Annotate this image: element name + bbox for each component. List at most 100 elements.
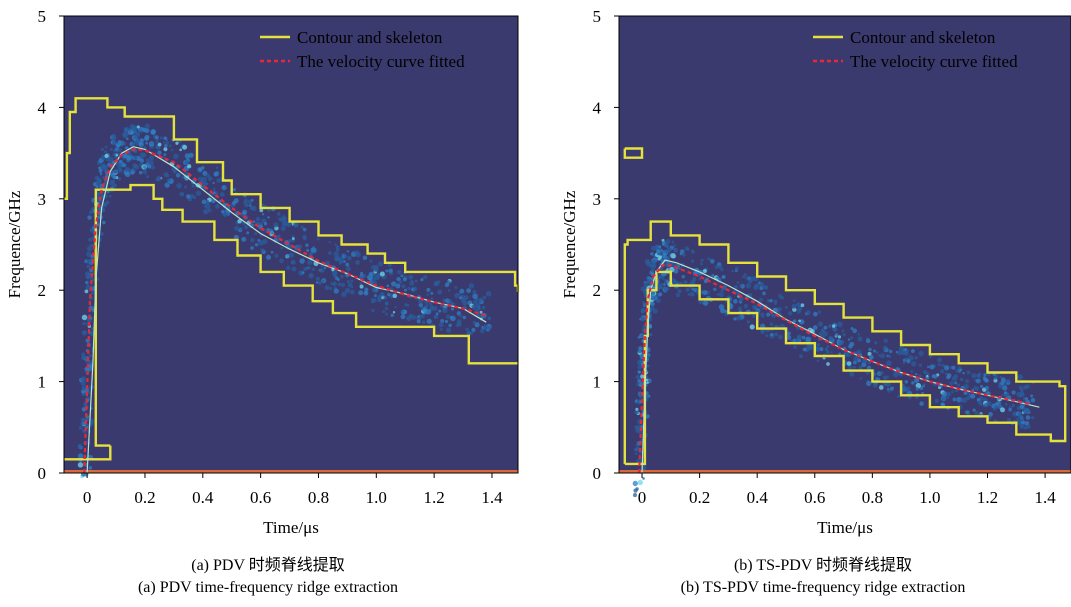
chart-b-speckle [956,383,961,387]
chart-a-speckle [379,291,385,297]
chart-b-speckle [634,452,638,456]
chart-b-speckle [659,285,664,290]
chart-b-speckle [889,386,894,391]
chart-a-speckle [438,309,442,313]
chart-a-speckle [487,316,492,321]
chart-a-speckle [310,247,317,253]
chart-a-speckle [88,354,92,358]
chart-b-speckle [664,272,667,276]
chart-a-speckle [462,315,467,320]
chart-a-speckle [126,137,129,140]
chart-a-speckle [459,294,465,300]
chart-a-speckle [447,289,451,292]
chart-b-speckle [1024,408,1030,414]
chart-a-speckle [306,248,310,252]
chart-b-speckle [1000,407,1005,413]
chart-b-speckle [1024,420,1030,426]
chart-b-speckle [826,345,830,349]
chart-b-speckle [769,299,773,303]
chart-b-speckle [954,381,958,385]
chart-b-speckle [824,347,828,351]
chart-b-speckle [633,488,638,493]
chart-a-speckle [288,252,295,258]
chart-panel-a: 0 0.2 0.4 0.6 0.8 1.0 1.2 1.4 0 1 2 3 4 5 Time/μs Frequ… [5,7,520,596]
chart-a-speckle [478,297,484,303]
chart-b-speckle [638,430,643,434]
chart-b-speckle [637,370,642,374]
chart-b-speckle [1026,424,1031,429]
chart-a-speckle [333,251,339,257]
chart-a-speckle [423,310,428,315]
chart-b-speckle [869,354,874,360]
chart-a-speckle [445,327,452,333]
chart-b-speckle [838,352,842,356]
chart-b-speckle [650,267,656,272]
chart-b-fitted-curve [638,264,1031,474]
chart-b-speckle [663,283,666,286]
chart-a-speckle [465,327,469,332]
chart-a-speckle [285,253,290,258]
chart-a-speckle [85,275,90,279]
chart-a-speckle [168,144,172,148]
chart-a-speckle [402,277,407,282]
chart-b-speckle [646,381,649,385]
chart-b-speckle [654,244,660,250]
chart-a-speckle [395,283,401,289]
chart-a-speckle [396,276,401,282]
chart-a-speckle [250,237,255,243]
chart-a-speckle [205,182,209,186]
chart-b-speckle [843,347,847,350]
chart-a-speckle [104,153,109,159]
chart-b-speckle [659,266,663,270]
chart-b-speckle [641,301,645,304]
chart-b-x-tick-label: 0.4 [747,488,769,507]
chart-b-speckle [1031,416,1035,420]
chart-b-speckle [831,324,836,328]
chart-a-speckle [102,220,106,225]
chart-b-speckle [682,253,686,257]
chart-b-speckle [802,347,807,352]
chart-a-speckle [98,169,103,173]
chart-a-speckle [84,403,87,407]
chart-b-series-0 [623,147,1067,474]
chart-a-speckle [81,407,87,412]
chart-b-speckle [906,359,911,364]
chart-a-speckle [172,169,177,174]
chart-a-speckle [148,160,154,166]
chart-b-speckle [692,277,697,282]
chart-b-speckle [893,371,899,378]
chart-b-speckle [650,245,656,251]
chart-b-speckle [658,284,661,287]
chart-a-speckle [99,231,104,237]
chart-a-speckle [184,153,191,159]
chart-a-speckle [204,204,207,208]
chart-b-speckle [759,297,764,302]
chart-a-speckle [417,315,420,318]
chart-a-speckle [254,232,258,236]
chart-b-speckle [841,340,845,344]
chart-b-speckle [963,391,968,395]
chart-b-speckle [982,404,986,408]
chart-a-speckle [403,309,408,314]
chart-a-speckle [345,262,350,267]
chart-a-speckle [338,260,343,265]
chart-b-speckle [984,385,989,390]
chart-b-speckle [915,388,919,392]
chart-b-y-tick-label: 4 [593,98,602,117]
chart-a-speckle [159,136,163,140]
chart-a-speckle [397,269,402,275]
chart-a-speckle [98,179,102,183]
chart-b-frame [618,15,1071,474]
chart-a-x-tick-label: 0.4 [192,488,214,507]
chart-b-speckle [842,333,846,337]
chart-a-speckle [363,290,369,296]
chart-a-speckle [401,284,406,289]
chart-b-speckle [949,381,954,386]
chart-a-speckle [266,208,271,213]
chart-b-speckle [658,292,663,297]
chart-a-svg: 0 0.2 0.4 0.6 0.8 1.0 1.2 1.4 0 1 2 3 4 5 Time/μs Frequ… [5,7,520,537]
chart-b-speckle [716,276,719,279]
chart-a-speckle [244,198,248,202]
chart-b-speckle [1024,397,1029,401]
chart-b-y-tick-label: 1 [593,373,602,392]
